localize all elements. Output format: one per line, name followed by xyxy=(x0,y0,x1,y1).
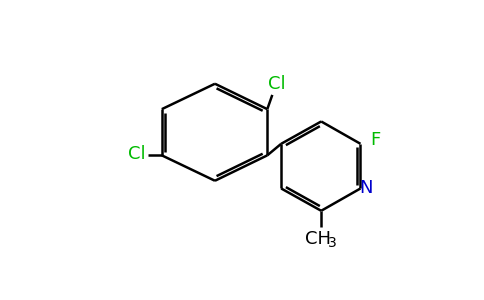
Text: Cl: Cl xyxy=(269,75,286,93)
Text: 3: 3 xyxy=(328,236,336,250)
Text: N: N xyxy=(360,179,373,197)
Text: Cl: Cl xyxy=(128,145,145,163)
Text: CH: CH xyxy=(305,230,331,248)
Text: F: F xyxy=(370,131,380,149)
